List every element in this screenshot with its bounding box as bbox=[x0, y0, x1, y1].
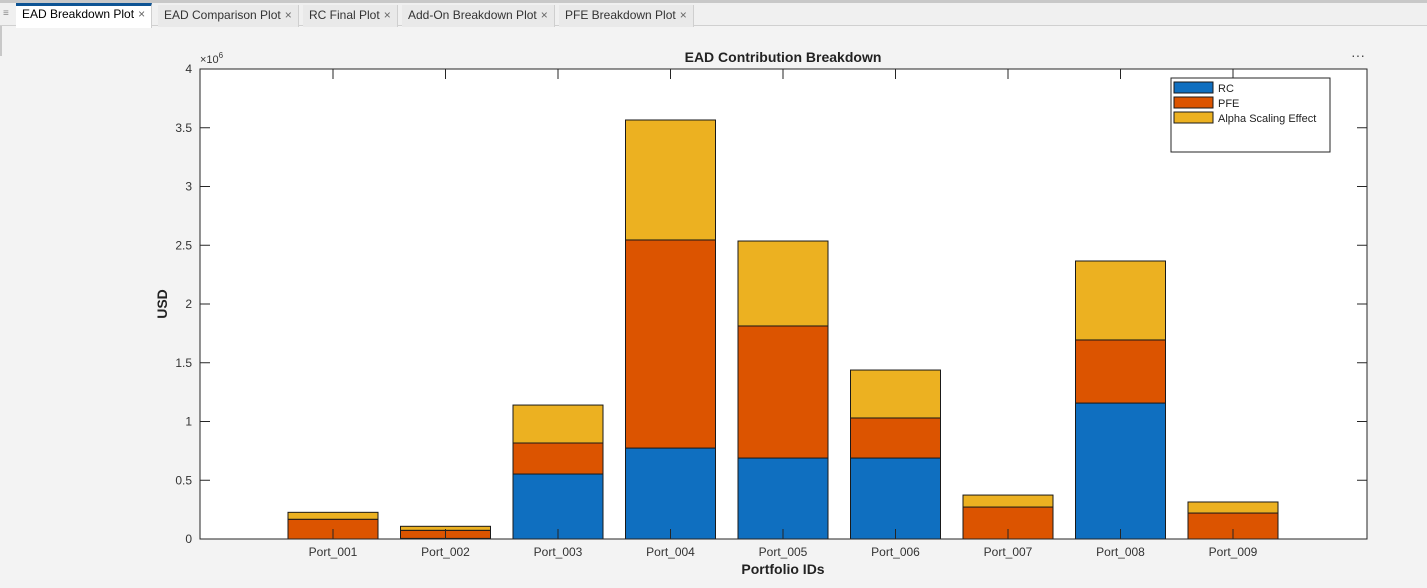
x-tick-label: Port_005 bbox=[759, 545, 808, 559]
y-tick-label: 4 bbox=[185, 62, 192, 76]
bar-alpha-scaling-effect-port_001 bbox=[287, 511, 379, 520]
window-edge bbox=[0, 26, 2, 56]
axes-box bbox=[199, 68, 1368, 540]
tab-bar: ≡ EAD Breakdown Plot × EAD Comparison Plo… bbox=[0, 0, 1427, 28]
x-tick-label: Port_002 bbox=[421, 545, 470, 559]
bar-rc-port_003 bbox=[512, 473, 604, 540]
x-tick-label: Port_009 bbox=[1209, 545, 1258, 559]
tab-add-on-breakdown-plot[interactable]: Add-On Breakdown Plot × bbox=[402, 5, 555, 27]
bar-alpha-scaling-effect-port_006 bbox=[850, 369, 941, 419]
bar-pfe-port_006 bbox=[850, 417, 941, 459]
x-tick-label: Port_007 bbox=[984, 545, 1033, 559]
y-tick-label: 2 bbox=[185, 297, 192, 311]
tab-label: Add-On Breakdown Plot bbox=[408, 8, 537, 22]
bar-rc-port_005 bbox=[737, 457, 829, 540]
close-icon[interactable]: × bbox=[138, 7, 146, 21]
x-tick-label: Port_003 bbox=[534, 545, 583, 559]
legend-swatch bbox=[1173, 81, 1214, 94]
tab-pfe-breakdown-plot[interactable]: PFE Breakdown Plot × bbox=[559, 5, 694, 27]
tab-label: RC Final Plot bbox=[309, 8, 380, 22]
y-exponent-label: ×106 bbox=[200, 51, 224, 66]
close-icon[interactable]: × bbox=[383, 8, 391, 22]
y-tick-label: 3.5 bbox=[175, 121, 192, 135]
legend-label: RC bbox=[1218, 83, 1234, 95]
close-icon[interactable]: × bbox=[284, 8, 292, 22]
legend-label: PFE bbox=[1218, 98, 1239, 110]
bar-alpha-scaling-effect-port_008 bbox=[1075, 260, 1166, 341]
ead-breakdown-chart: Port_001 Port_002 Port_003 Port_004 Port_005… bbox=[154, 47, 1368, 577]
x-tick-label: Port_008 bbox=[1096, 545, 1145, 559]
bar-alpha-scaling-effect-port_005 bbox=[737, 240, 829, 327]
bar-alpha-scaling-effect-port_009 bbox=[1187, 501, 1279, 514]
bar-rc-port_008 bbox=[1075, 402, 1166, 540]
bar-pfe-port_008 bbox=[1075, 339, 1166, 404]
y-axis-label: USD bbox=[154, 289, 170, 319]
tab-ead-comparison-plot[interactable]: EAD Comparison Plot × bbox=[158, 5, 299, 27]
x-tick-label: Port_001 bbox=[309, 545, 358, 559]
tab-label: EAD Comparison Plot bbox=[164, 8, 281, 22]
bar-alpha-scaling-effect-port_004 bbox=[625, 119, 716, 241]
bar-pfe-port_005 bbox=[737, 325, 829, 459]
y-tick-label: 1.5 bbox=[175, 356, 192, 370]
tab-label: PFE Breakdown Plot bbox=[565, 8, 676, 22]
legend-swatch bbox=[1173, 96, 1214, 109]
close-icon[interactable]: × bbox=[679, 8, 687, 22]
tab-label: EAD Breakdown Plot bbox=[22, 7, 135, 21]
legend: RC PFE Alpha Scaling Effect bbox=[1170, 77, 1331, 153]
bar-alpha-scaling-effect-port_007 bbox=[962, 494, 1054, 508]
x-tick-label: Port_004 bbox=[646, 545, 695, 559]
legend-swatch bbox=[1173, 111, 1214, 124]
chart-title: EAD Contribution Breakdown bbox=[685, 49, 882, 65]
legend-label: Alpha Scaling Effect bbox=[1218, 113, 1316, 125]
y-tick-label: 0 bbox=[185, 532, 192, 546]
y-tick-label: 3 bbox=[185, 180, 192, 194]
bar-rc-port_004 bbox=[625, 447, 716, 540]
tab-menu-grip-icon[interactable]: ≡ bbox=[3, 8, 9, 19]
y-tick-label: 2.5 bbox=[175, 238, 192, 252]
bar-rc-port_006 bbox=[850, 457, 941, 540]
close-icon[interactable]: × bbox=[540, 8, 548, 22]
bar-alpha-scaling-effect-port_003 bbox=[512, 404, 604, 444]
tab-ead-breakdown-plot[interactable]: EAD Breakdown Plot × bbox=[16, 3, 153, 28]
tab-rc-final-plot[interactable]: RC Final Plot × bbox=[303, 5, 398, 27]
x-axis-label: Portfolio IDs bbox=[741, 561, 824, 577]
more-options-icon[interactable]: ··· bbox=[1351, 47, 1365, 63]
y-tick-label: 1 bbox=[185, 415, 192, 429]
bar-pfe-port_004 bbox=[625, 239, 716, 449]
x-tick-label: Port_006 bbox=[871, 545, 920, 559]
bar-pfe-port_003 bbox=[512, 442, 604, 475]
y-tick-label: 0.5 bbox=[175, 473, 192, 487]
